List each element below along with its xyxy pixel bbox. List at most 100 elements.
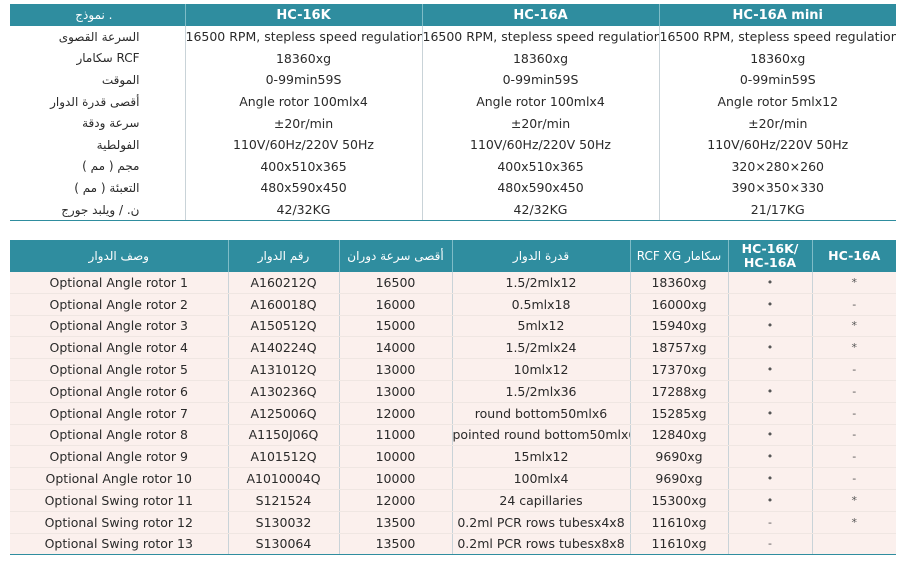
- spec-cell: 16500 RPM, stepless speed regulation: [185, 26, 423, 48]
- rotor-hc16k-mark: -: [728, 533, 813, 556]
- rotor-code-cell: A1150J06Q: [228, 424, 340, 447]
- spec-cell: 21/17KG: [659, 198, 896, 222]
- rotor-code-cell: S130032: [228, 511, 340, 534]
- spec-cell: ±20r/min: [422, 112, 660, 134]
- rotor-rcf-cell: 17288xg: [630, 380, 729, 403]
- spec-cell: ±20r/min: [185, 112, 423, 134]
- rotor-capacity-cell: 1.5/2mlx12: [452, 272, 631, 294]
- rotor-name-cell: Optional Angle rotor 5: [10, 358, 229, 381]
- table-row: Optional Angle rotor 6 A130236Q 13000 1.5/2…: [10, 380, 896, 403]
- spec-row: أقصى قدرة الدوار Angle rotor 100mlx4 Angle…: [10, 90, 896, 113]
- spec-row: الفولطية 110V/60Hz/220V 50Hz 110V/60Hz/220…: [10, 133, 896, 156]
- rotor-hc16a-mark: -: [812, 293, 896, 316]
- rotor-name-cell: Optional Swing rotor 11: [10, 489, 229, 512]
- rotor-rcf-cell: 18757xg: [630, 336, 729, 360]
- rotor-hc16a-mark: *: [812, 272, 896, 294]
- table-row: Optional Angle rotor 3 A150512Q 15000 5mlx1…: [10, 315, 896, 338]
- rotor-header-hc16k-line2: HC-16A: [743, 255, 797, 270]
- table-row: Optional Swing rotor 11 S121524 12000 24 ca…: [10, 489, 896, 512]
- rotor-hc16k-mark: •: [728, 489, 813, 512]
- table-row: Optional Swing rotor 13 S130064 13500 0.2ml…: [10, 533, 896, 556]
- spec-header-model: نموذج .: [10, 4, 186, 26]
- spec-cell: 18360xg: [659, 47, 896, 70]
- spec-row-label: ( مم ) مجم: [10, 155, 186, 178]
- spec-table: نموذج . HC-16K HC-16A HC-16A mini السرعة…: [10, 4, 896, 222]
- rotor-speed-cell: 16000: [339, 293, 453, 316]
- spec-cell: 0-99min59S: [659, 69, 896, 91]
- rotor-name-cell: Optional Angle rotor 3: [10, 315, 229, 338]
- spec-row-label: ن. / ويلبد جورج: [10, 198, 186, 222]
- rotor-hc16a-mark: *: [812, 489, 896, 512]
- table-row: Optional Angle rotor 10 A1010004Q 10000 100…: [10, 467, 896, 490]
- table-row: Optional Angle rotor 8 A1150J06Q 11000 poin…: [10, 424, 896, 447]
- spec-header-row: نموذج . HC-16K HC-16A HC-16A mini: [10, 4, 896, 26]
- spec-row: السرعة القصوى 16500 RPM, stepless speed r…: [10, 26, 896, 48]
- rotor-rcf-cell: 18360xg: [630, 272, 729, 294]
- rotor-capacity-cell: 15mlx12: [452, 445, 631, 469]
- rotor-name-cell: Optional Angle rotor 6: [10, 380, 229, 403]
- rotor-name-cell: Optional Angle rotor 10: [10, 467, 229, 490]
- rotor-speed-cell: 10000: [339, 445, 453, 469]
- rotor-hc16k-mark: •: [728, 272, 813, 294]
- rotor-header-hc16k-line1: HC-16K/: [741, 241, 799, 256]
- rotor-hc16a-mark: -: [812, 424, 896, 447]
- rotor-speed-cell: 15000: [339, 315, 453, 338]
- rotor-name-cell: Optional Angle rotor 9: [10, 445, 229, 469]
- rotor-hc16a-mark: *: [812, 511, 896, 534]
- rotor-hc16k-mark: •: [728, 315, 813, 338]
- rotor-hc16a-mark: *: [812, 336, 896, 360]
- spec-header-hc16a: HC-16A: [422, 4, 660, 26]
- rotor-capacity-cell: 0.5mlx18: [452, 293, 631, 316]
- rotor-header-number: رقم الدوار: [228, 240, 340, 272]
- rotor-name-cell: Optional Angle rotor 7: [10, 402, 229, 425]
- spec-cell: 390×350×330: [659, 177, 896, 199]
- rotor-speed-cell: 10000: [339, 467, 453, 490]
- rotor-hc16a-mark: -: [812, 402, 896, 425]
- rotor-code-cell: A101512Q: [228, 445, 340, 469]
- rotor-header-description: وصف الدوار: [10, 240, 229, 272]
- rotor-hc16a-mark: [812, 533, 896, 556]
- spec-cell: 480x590x450: [422, 177, 660, 199]
- rotor-hc16a-mark: *: [812, 315, 896, 338]
- rotor-hc16k-mark: •: [728, 467, 813, 490]
- spec-cell: Angle rotor 5mlx12: [659, 90, 896, 113]
- spec-cell: Angle rotor 100mlx4: [185, 90, 423, 113]
- spec-cell: 16500 RPM, stepless speed regulation: [422, 26, 660, 48]
- rotor-rcf-cell: 15300xg: [630, 489, 729, 512]
- spec-row: ن. / ويلبد جورج 42/32KG 42/32KG 21/17KG: [10, 198, 896, 222]
- spec-row-label: التعبئة ( مم ): [10, 177, 186, 199]
- table-row: Optional Angle rotor 7 A125006Q 12000 round…: [10, 402, 896, 425]
- spec-row: سكامار RCF 18360xg 18360xg 18360xg: [10, 47, 896, 70]
- rotor-speed-cell: 16500: [339, 272, 453, 294]
- rotor-capacity-cell: 10mlx12: [452, 358, 631, 381]
- rotor-name-cell: Optional Angle rotor 2: [10, 293, 229, 316]
- rotor-rcf-cell: 11610xg: [630, 511, 729, 534]
- spec-cell: 0-99min59S: [422, 69, 660, 91]
- spec-cell: 320×280×260: [659, 155, 896, 178]
- spec-cell: 400x510x365: [185, 155, 423, 178]
- rotor-hc16k-mark: •: [728, 424, 813, 447]
- spec-header-hc16k: HC-16K: [185, 4, 423, 26]
- rotor-speed-cell: 14000: [339, 336, 453, 360]
- table-row: Optional Angle rotor 5 A131012Q 13000 10mlx…: [10, 358, 896, 381]
- spec-cell: 42/32KG: [185, 198, 423, 222]
- rotor-hc16k-mark: •: [728, 402, 813, 425]
- rotor-code-cell: A160212Q: [228, 272, 340, 294]
- rotor-header-row: وصف الدوار رقم الدوار أقصى سرعة دوران قد…: [10, 240, 896, 272]
- rotor-rcf-cell: 15940xg: [630, 315, 729, 338]
- rotor-hc16k-mark: -: [728, 511, 813, 534]
- rotor-name-cell: Optional Swing rotor 12: [10, 511, 229, 534]
- rotor-hc16a-mark: -: [812, 445, 896, 469]
- spec-cell: 18360xg: [185, 47, 423, 70]
- rotor-name-cell: Optional Angle rotor 1: [10, 272, 229, 294]
- spec-cell: 16500 RPM, stepless speed regulation: [659, 26, 896, 48]
- rotor-rcf-cell: 16000xg: [630, 293, 729, 316]
- spec-cell: 18360xg: [422, 47, 660, 70]
- rotor-speed-cell: 13000: [339, 380, 453, 403]
- rotor-rcf-cell: 15285xg: [630, 402, 729, 425]
- table-row: Optional Angle rotor 2 A160018Q 16000 0.5ml…: [10, 293, 896, 316]
- spec-row-label: سكامار RCF: [10, 47, 186, 70]
- rotor-code-cell: A125006Q: [228, 402, 340, 425]
- rotor-capacity-cell: 0.2ml PCR rows tubesx4x8: [452, 511, 631, 534]
- rotor-name-cell: Optional Angle rotor 4: [10, 336, 229, 360]
